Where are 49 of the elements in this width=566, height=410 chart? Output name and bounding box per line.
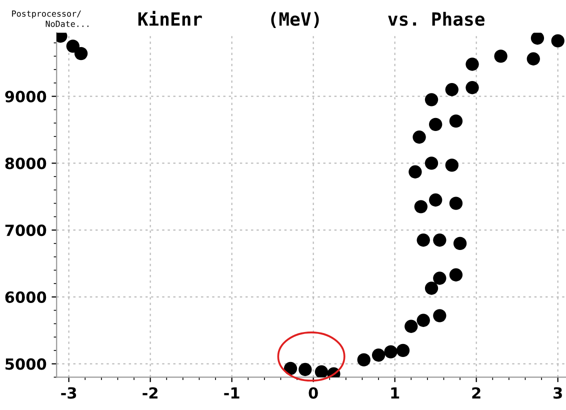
point [453,236,467,250]
text: NoDate... [46,20,88,27]
point [384,345,398,358]
point [429,193,442,207]
point [433,272,446,285]
point [445,158,458,172]
point [66,40,80,53]
point [424,93,438,106]
point [530,32,544,45]
x-tick-label: 2 [472,387,480,399]
point [445,83,458,96]
x-tick-label: -1 [224,387,240,399]
point [314,365,328,378]
point [433,234,446,247]
point [449,114,463,128]
point [433,309,446,322]
point [372,348,386,362]
y-tick-label: 5000 [6,358,46,370]
x-tick-label: -3 [61,387,76,399]
point [416,234,430,247]
text: Postprocessor/ [12,10,81,18]
point [357,353,370,366]
point [416,314,430,327]
point [449,268,463,282]
point [414,200,428,214]
x-tick-label: 3 [554,387,562,399]
point [466,81,479,94]
point [466,58,479,71]
x-tick-label: 1 [391,387,400,399]
point [404,320,418,333]
chart-title: KinEnr (MeV) vs. Phase [138,10,484,28]
point [408,165,422,178]
point [551,34,564,48]
point [74,46,88,60]
x-tick-label: 0 [308,387,318,399]
y-tick-label: 6000 [5,291,46,303]
y-tick-label: 8000 [5,158,46,170]
y-tick-label: 7000 [5,224,46,236]
point [424,282,438,295]
x-tick-label: -2 [142,387,158,399]
y-tick-label: 9000 [5,90,46,102]
point [298,362,312,376]
point [526,52,540,66]
point [396,344,410,358]
point [429,118,442,132]
point [494,50,508,63]
point [449,196,463,210]
point [424,156,438,170]
point [412,130,426,144]
